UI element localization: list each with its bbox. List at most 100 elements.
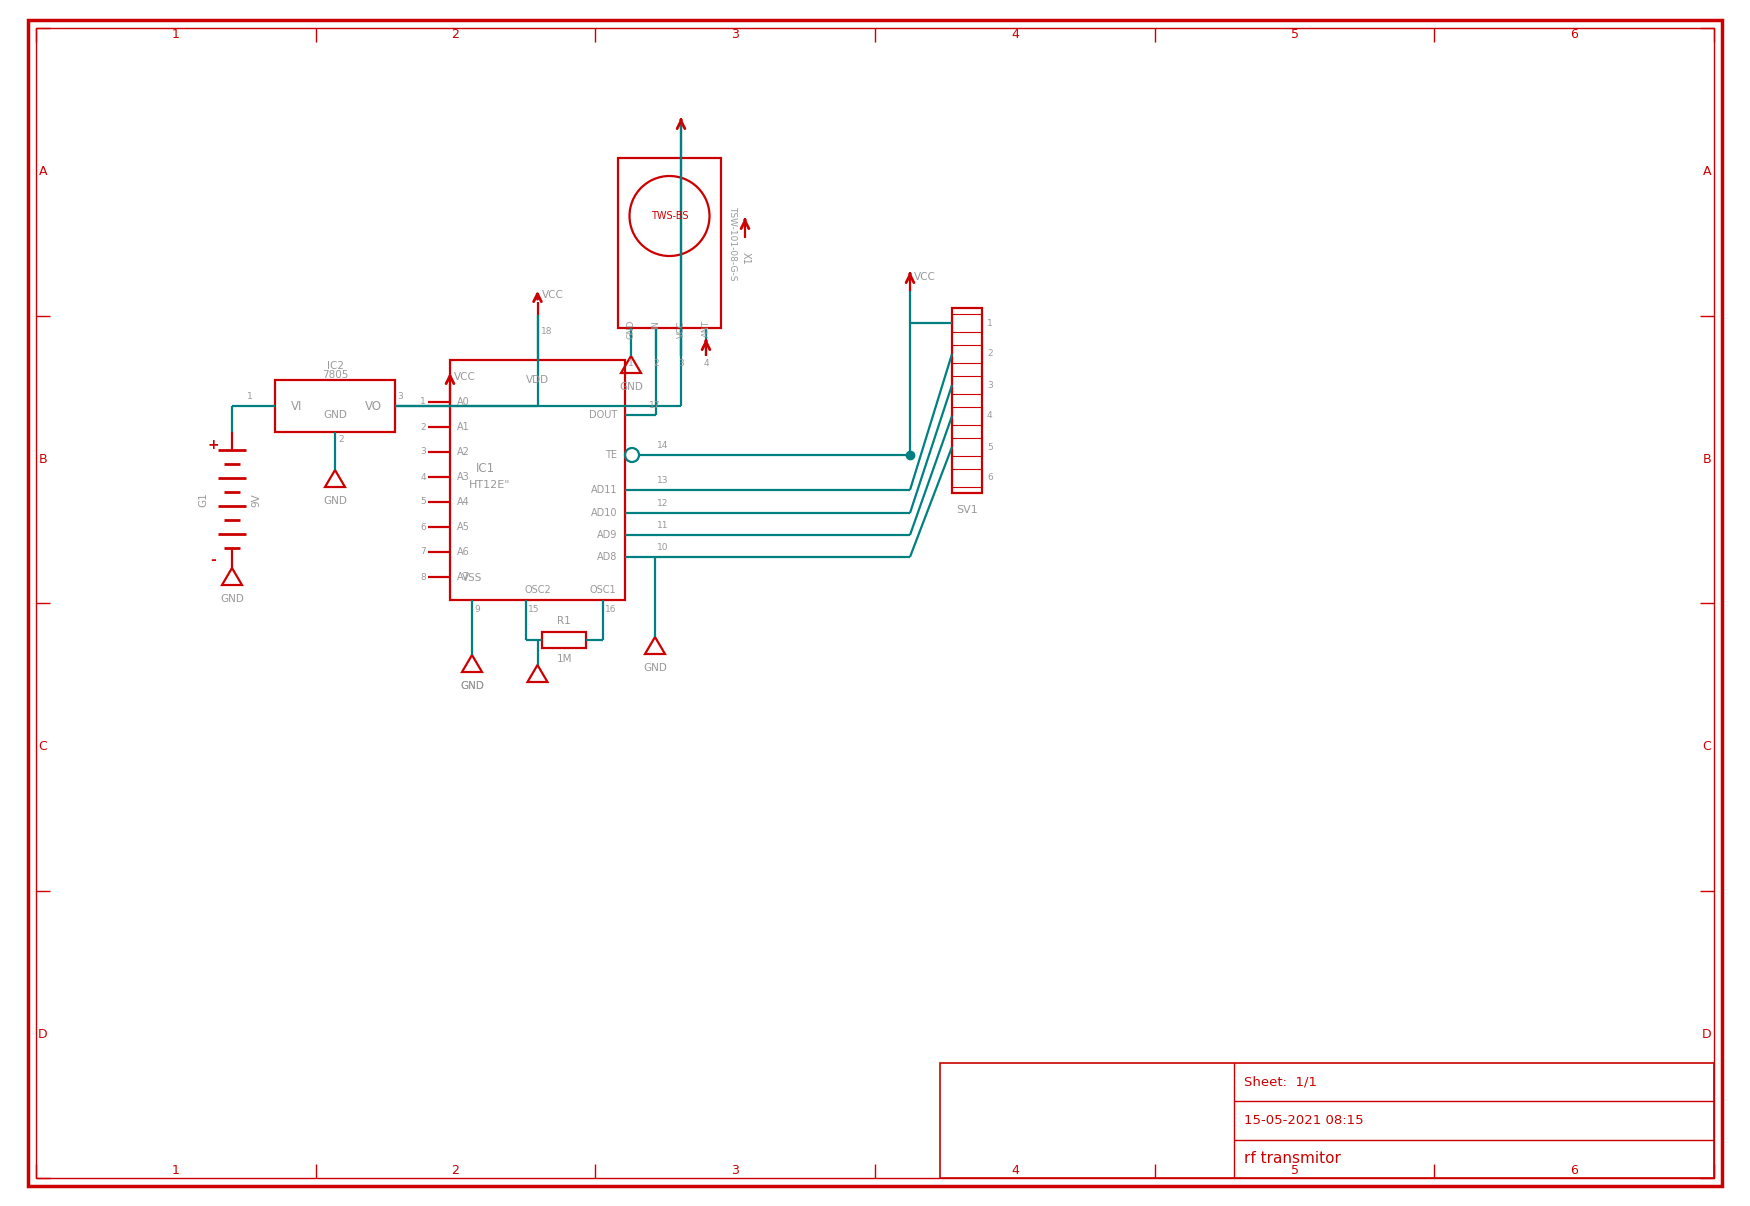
Text: TWS-BS: TWS-BS (651, 211, 688, 221)
Text: +: + (206, 438, 219, 452)
Text: 7805: 7805 (322, 370, 348, 380)
Text: IC1: IC1 (476, 462, 495, 474)
Text: 1: 1 (987, 318, 992, 328)
Text: AD11: AD11 (590, 485, 618, 494)
Text: A3: A3 (457, 472, 469, 482)
Text: 4: 4 (987, 411, 992, 421)
Bar (940, 1062, 1713, 1178)
Text: GND: GND (642, 663, 667, 673)
Text: AD8: AD8 (597, 552, 618, 562)
Text: IC2: IC2 (327, 361, 343, 371)
Text: 1: 1 (172, 29, 180, 41)
Bar (952, 376, 982, 394)
Text: 5: 5 (1290, 29, 1298, 41)
Text: IN: IN (651, 320, 660, 329)
Text: A4: A4 (457, 497, 469, 507)
Text: GND: GND (626, 320, 635, 339)
Text: -: - (210, 554, 215, 567)
Text: 17: 17 (649, 402, 660, 410)
Text: OSC2: OSC2 (525, 585, 551, 595)
Text: 11: 11 (656, 521, 668, 529)
Text: GND: GND (460, 681, 485, 691)
Text: SV1: SV1 (956, 505, 978, 515)
Bar (952, 314, 982, 332)
Text: 7: 7 (420, 548, 425, 556)
Text: 2: 2 (987, 350, 992, 358)
Text: 6: 6 (420, 522, 425, 532)
Bar (618, 158, 721, 328)
Text: 12: 12 (656, 499, 668, 508)
Text: TSW-101-08-G-S: TSW-101-08-G-S (728, 206, 737, 280)
Text: 1: 1 (420, 398, 425, 406)
Text: 18: 18 (541, 328, 551, 336)
Text: AD10: AD10 (590, 508, 618, 519)
Bar (952, 308, 982, 493)
Text: DOUT: DOUT (588, 410, 618, 420)
Text: 14: 14 (656, 441, 668, 450)
Text: 16: 16 (606, 605, 616, 614)
Text: 6: 6 (1570, 29, 1578, 41)
Text: 9: 9 (474, 605, 480, 614)
Text: B: B (38, 452, 47, 466)
Bar (952, 438, 982, 456)
Text: 13: 13 (656, 476, 668, 485)
Text: VCC: VCC (677, 320, 686, 338)
Text: 4: 4 (420, 473, 425, 481)
Text: X1: X1 (740, 252, 751, 264)
Text: D: D (38, 1028, 47, 1041)
Text: 10: 10 (656, 543, 668, 552)
Text: VSS: VSS (462, 573, 483, 582)
Text: 9V: 9V (250, 493, 261, 507)
Text: 3: 3 (420, 447, 425, 457)
Bar (952, 469, 982, 487)
Text: rf transmitor: rf transmitor (1244, 1152, 1340, 1166)
Text: 2: 2 (420, 422, 425, 432)
Text: C: C (38, 740, 47, 754)
Text: G1: G1 (198, 492, 208, 508)
Text: 5: 5 (987, 443, 992, 451)
Text: OSC1: OSC1 (590, 585, 616, 595)
Text: C: C (1703, 740, 1712, 754)
Bar (450, 361, 625, 601)
Text: VDD: VDD (527, 375, 550, 385)
Text: GND: GND (324, 410, 346, 420)
Text: D: D (1703, 1028, 1712, 1041)
Text: 4: 4 (1011, 1165, 1018, 1177)
Text: VI: VI (290, 399, 303, 412)
Text: 3: 3 (732, 1165, 738, 1177)
Text: A1: A1 (457, 422, 469, 432)
Text: A7: A7 (457, 572, 469, 582)
Bar (275, 380, 396, 432)
Text: 3: 3 (732, 29, 738, 41)
Text: 3: 3 (679, 359, 684, 369)
Text: 1: 1 (247, 392, 254, 402)
Text: GND: GND (620, 382, 642, 392)
Text: 2: 2 (338, 435, 343, 444)
Text: 6: 6 (1570, 1165, 1578, 1177)
Text: VCC: VCC (541, 289, 564, 300)
Text: 6: 6 (987, 474, 992, 482)
Text: ANT: ANT (702, 320, 710, 338)
Text: 1M: 1M (556, 654, 572, 665)
Text: 15: 15 (527, 605, 539, 614)
Text: A: A (1703, 165, 1712, 178)
Text: Sheet:  1/1: Sheet: 1/1 (1244, 1076, 1318, 1089)
Text: 1: 1 (172, 1165, 180, 1177)
Text: 3: 3 (397, 392, 402, 402)
Text: A0: A0 (457, 397, 469, 406)
Text: 1: 1 (628, 359, 634, 369)
Text: 4: 4 (1011, 29, 1018, 41)
Text: 4: 4 (704, 359, 709, 369)
Text: 3: 3 (987, 381, 992, 390)
Text: B: B (1703, 452, 1712, 466)
Text: 2: 2 (653, 359, 658, 369)
Text: A: A (38, 165, 47, 178)
Text: 15-05-2021 08:15: 15-05-2021 08:15 (1244, 1114, 1363, 1126)
Text: VO: VO (364, 399, 382, 412)
Text: A2: A2 (457, 447, 469, 457)
Bar (952, 406, 982, 425)
Bar (952, 345, 982, 363)
Text: 2: 2 (452, 1165, 460, 1177)
Text: VCC: VCC (914, 273, 936, 282)
Text: AD9: AD9 (597, 529, 618, 540)
